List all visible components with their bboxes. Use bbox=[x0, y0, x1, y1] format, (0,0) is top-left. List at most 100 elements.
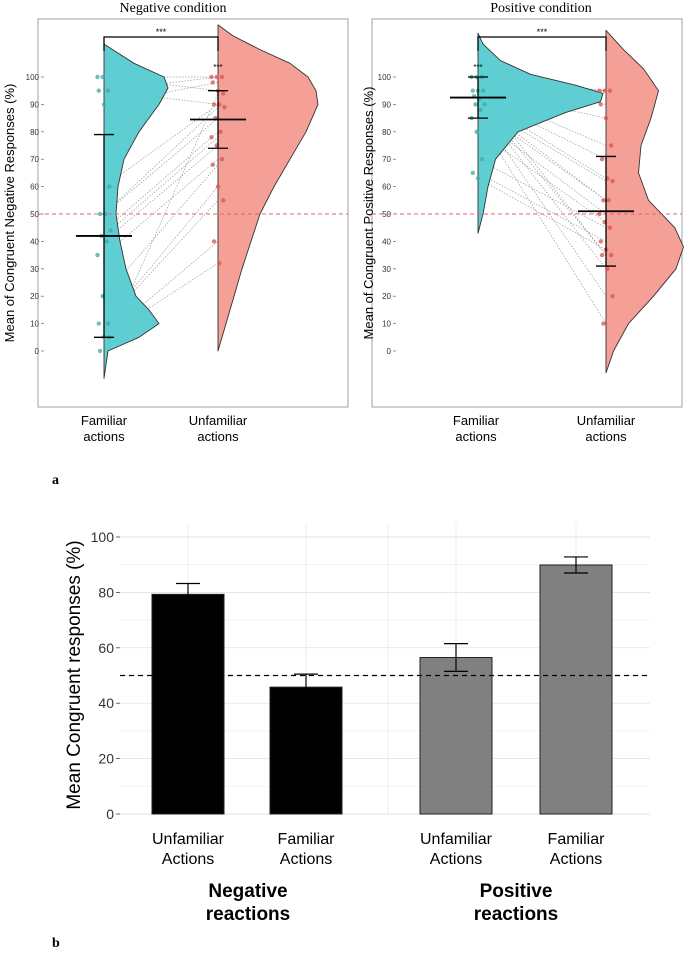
y-tick-label: 0 bbox=[35, 347, 40, 356]
data-point bbox=[601, 321, 606, 326]
density-cloud bbox=[477, 32, 604, 234]
y-tick-label: 100 bbox=[378, 73, 392, 82]
density-cloud bbox=[103, 43, 169, 379]
positive-condition-chart: Positive condition Mean of Congruent Pos… bbox=[361, 1, 684, 444]
y-tick-label: 30 bbox=[382, 265, 391, 274]
data-point bbox=[107, 184, 112, 189]
data-point bbox=[470, 170, 475, 176]
bar-label-2-line2: Actions bbox=[280, 851, 332, 868]
paired-line bbox=[103, 93, 219, 352]
data-point bbox=[601, 198, 606, 203]
data-point bbox=[607, 88, 613, 93]
error-bars bbox=[450, 76, 634, 267]
data-point bbox=[610, 294, 615, 299]
bar bbox=[419, 656, 493, 815]
y-tick-label: 60 bbox=[382, 183, 391, 192]
paired-line bbox=[477, 131, 607, 223]
data-point bbox=[95, 74, 100, 80]
y-tick-label: 70 bbox=[382, 155, 391, 164]
data-point bbox=[599, 157, 605, 162]
y-tick-label: 70 bbox=[30, 155, 39, 164]
y-tick-label: 20 bbox=[30, 292, 39, 301]
density-cloud bbox=[605, 29, 684, 374]
density-clouds bbox=[477, 29, 684, 374]
bar-label-3-line2: Actions bbox=[430, 851, 482, 868]
group-label-negative-line2: reactions bbox=[206, 904, 290, 925]
y-tick-label: 80 bbox=[382, 128, 391, 137]
y-axis-label: Mean Congruent responses (%) bbox=[64, 540, 85, 809]
bar-label-4-line2: Actions bbox=[550, 851, 602, 868]
paired-line bbox=[477, 109, 607, 201]
data-point bbox=[470, 88, 475, 93]
y-tick-label: 0 bbox=[387, 347, 392, 356]
data-point bbox=[100, 74, 105, 80]
data-point bbox=[217, 261, 222, 266]
point-stars: *** bbox=[213, 63, 222, 72]
y-tick-label: 20 bbox=[98, 751, 114, 767]
data-point bbox=[211, 102, 217, 107]
bar bbox=[269, 686, 343, 815]
paired-line bbox=[477, 104, 607, 201]
data-point bbox=[602, 88, 607, 93]
data-point bbox=[609, 252, 614, 258]
y-tick-label: 90 bbox=[30, 100, 39, 109]
bar bbox=[539, 564, 613, 815]
data-point bbox=[211, 239, 217, 244]
bar-label-2-line1: Familiar bbox=[278, 831, 336, 848]
y-tick-label: 50 bbox=[30, 210, 39, 219]
data-point bbox=[610, 178, 615, 184]
y-tick-label: 100 bbox=[26, 73, 40, 82]
paired-line bbox=[103, 164, 219, 297]
error-bars bbox=[76, 90, 246, 338]
panel-label-a: a bbox=[52, 473, 59, 488]
data-point bbox=[221, 198, 226, 203]
x-label-unfamiliar-line2: actions bbox=[197, 429, 239, 444]
bracket-line bbox=[477, 36, 607, 51]
paired-line bbox=[103, 106, 219, 215]
y-tick-label: 10 bbox=[382, 320, 391, 329]
x-label-familiar-line1: Familiar bbox=[453, 413, 500, 428]
y-tick-label: 80 bbox=[98, 584, 114, 600]
x-label-unfamiliar-line1: Unfamiliar bbox=[189, 413, 248, 428]
y-axis-label: Mean of Congruent Positive Responses (%) bbox=[361, 87, 376, 340]
data-point bbox=[105, 321, 111, 326]
data-point bbox=[209, 74, 214, 80]
y-tick-label: 10 bbox=[30, 320, 39, 329]
data-point bbox=[210, 162, 215, 167]
x-tick-labels: Familiar actions Unfamiliar actions bbox=[453, 413, 636, 444]
data-point bbox=[219, 157, 225, 162]
x-label-unfamiliar-line1: Unfamiliar bbox=[577, 413, 636, 428]
paired-line bbox=[477, 117, 607, 215]
data-point bbox=[97, 211, 103, 217]
y-tick-label: 60 bbox=[98, 640, 114, 656]
paired-line bbox=[103, 158, 219, 256]
y-ticks: 0 10 20 30 40 50 60 70 80 90 100 bbox=[26, 73, 44, 356]
data-point bbox=[104, 239, 109, 244]
data-point bbox=[101, 102, 107, 107]
negative-condition-chart: Negative condition Mean of Congruent Neg… bbox=[2, 1, 349, 444]
chart-title: Negative condition bbox=[120, 1, 227, 16]
x-label-familiar-line1: Familiar bbox=[81, 413, 128, 428]
paired-line bbox=[477, 158, 607, 229]
group-label-positive-line2: reactions bbox=[474, 904, 558, 925]
data-point bbox=[96, 321, 102, 326]
data-point bbox=[598, 239, 603, 244]
y-tick-label: 30 bbox=[30, 265, 39, 274]
significance-stars: *** bbox=[537, 27, 548, 37]
paired-line bbox=[477, 172, 607, 242]
data-point bbox=[108, 228, 113, 233]
bar bbox=[151, 593, 225, 815]
y-tick-label: 0 bbox=[106, 806, 114, 822]
data-point bbox=[599, 252, 605, 258]
data-point bbox=[478, 107, 483, 113]
data-point bbox=[215, 184, 221, 189]
congruent-responses-bar-chart: 0 20 40 60 80 100 Mean Congruent responses (%… bbox=[64, 523, 650, 925]
data-point bbox=[603, 115, 609, 121]
data-point bbox=[219, 74, 225, 80]
density-cloud bbox=[217, 24, 319, 352]
data-point bbox=[210, 80, 215, 85]
x-label-familiar-line2: actions bbox=[83, 429, 125, 444]
data-point bbox=[605, 266, 610, 271]
data-point bbox=[97, 348, 103, 354]
